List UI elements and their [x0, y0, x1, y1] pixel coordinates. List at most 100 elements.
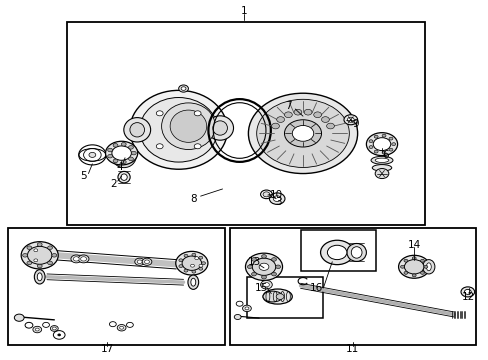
Circle shape	[71, 255, 81, 263]
Ellipse shape	[140, 98, 217, 162]
Circle shape	[179, 259, 183, 262]
Ellipse shape	[371, 165, 391, 171]
Circle shape	[182, 256, 201, 270]
Circle shape	[252, 258, 275, 275]
Circle shape	[411, 257, 415, 260]
Ellipse shape	[350, 247, 361, 258]
Circle shape	[373, 150, 377, 153]
Circle shape	[261, 255, 266, 258]
Circle shape	[381, 151, 385, 154]
Ellipse shape	[263, 289, 292, 304]
Circle shape	[321, 117, 328, 122]
Circle shape	[293, 109, 301, 115]
Circle shape	[191, 270, 195, 273]
Circle shape	[261, 275, 266, 279]
Circle shape	[374, 168, 388, 179]
Ellipse shape	[170, 110, 206, 142]
Circle shape	[14, 314, 24, 321]
Circle shape	[398, 255, 429, 278]
Circle shape	[199, 256, 203, 259]
Bar	[66, 22, 424, 225]
Ellipse shape	[123, 118, 150, 142]
Circle shape	[137, 260, 142, 264]
Ellipse shape	[346, 243, 366, 261]
Circle shape	[58, 334, 61, 336]
Circle shape	[81, 257, 86, 261]
Ellipse shape	[190, 254, 203, 272]
Text: 16: 16	[309, 283, 323, 293]
Circle shape	[27, 261, 32, 265]
Circle shape	[135, 258, 144, 265]
Circle shape	[343, 115, 357, 125]
Circle shape	[34, 249, 38, 252]
Circle shape	[47, 246, 52, 249]
Circle shape	[245, 253, 282, 280]
Circle shape	[460, 287, 474, 297]
Circle shape	[144, 260, 149, 264]
Circle shape	[313, 112, 321, 118]
Ellipse shape	[161, 103, 215, 149]
Circle shape	[242, 305, 251, 312]
Circle shape	[37, 264, 42, 268]
Ellipse shape	[30, 247, 41, 264]
Circle shape	[256, 99, 348, 167]
Circle shape	[292, 126, 313, 141]
Circle shape	[391, 143, 395, 145]
Circle shape	[404, 260, 423, 274]
Circle shape	[190, 264, 194, 267]
Circle shape	[35, 328, 39, 331]
Bar	[300, 230, 375, 271]
Circle shape	[373, 135, 377, 138]
Bar	[229, 228, 475, 345]
Circle shape	[22, 253, 27, 257]
Circle shape	[199, 267, 203, 270]
Circle shape	[89, 152, 96, 157]
Circle shape	[271, 123, 279, 129]
Text: 6: 6	[382, 150, 388, 160]
Circle shape	[194, 257, 198, 260]
Bar	[246, 277, 322, 318]
Circle shape	[50, 325, 58, 331]
Circle shape	[423, 265, 427, 268]
Circle shape	[411, 274, 415, 277]
Circle shape	[112, 146, 131, 160]
Text: 10: 10	[269, 190, 282, 200]
Circle shape	[403, 271, 407, 274]
Circle shape	[194, 111, 201, 116]
Text: 11: 11	[346, 344, 359, 354]
Text: 13: 13	[247, 257, 260, 267]
Text: 4: 4	[117, 162, 123, 172]
Text: 1: 1	[241, 6, 247, 17]
Circle shape	[388, 148, 392, 151]
Circle shape	[107, 154, 112, 158]
Circle shape	[271, 273, 276, 276]
Circle shape	[183, 254, 187, 257]
Ellipse shape	[112, 144, 136, 168]
Circle shape	[276, 294, 284, 300]
Circle shape	[194, 144, 201, 149]
Circle shape	[247, 265, 252, 269]
Circle shape	[121, 143, 126, 146]
Circle shape	[464, 289, 470, 294]
Text: 5: 5	[80, 171, 87, 181]
Circle shape	[178, 85, 188, 92]
Circle shape	[27, 246, 52, 264]
Circle shape	[251, 273, 256, 276]
Circle shape	[304, 109, 311, 115]
Circle shape	[128, 145, 133, 149]
Circle shape	[284, 112, 292, 118]
Ellipse shape	[187, 275, 198, 289]
Circle shape	[113, 159, 118, 163]
Text: 15: 15	[254, 283, 267, 293]
Ellipse shape	[374, 158, 388, 162]
Text: 3: 3	[275, 197, 282, 207]
Circle shape	[381, 134, 385, 137]
Ellipse shape	[37, 273, 42, 281]
Circle shape	[179, 265, 183, 267]
Circle shape	[346, 117, 353, 122]
Ellipse shape	[34, 270, 45, 284]
Circle shape	[181, 87, 185, 90]
Circle shape	[183, 269, 187, 272]
Circle shape	[259, 263, 268, 270]
Circle shape	[78, 255, 89, 263]
